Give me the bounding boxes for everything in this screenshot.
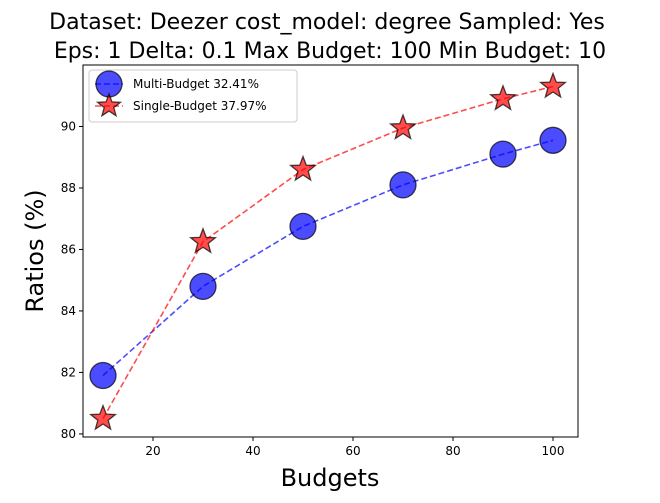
y-tick-label: 82 [61,365,76,379]
data-point-multi-budget [489,140,517,168]
series-line-single-budget [102,85,554,419]
legend: Multi-Budget 32.41% Single-Budget 37.97% [88,69,298,123]
data-point-single-budget [188,226,218,254]
x-axis-label: Budgets [281,464,380,492]
legend-label-single-budget: Single-Budget 37.97% [133,99,267,113]
data-point-multi-budget [539,126,567,154]
data-point-multi-budget [289,212,317,241]
y-tick-label: 88 [61,181,76,195]
y-axis-ticks: 80 82 84 86 88 90 [61,119,83,441]
data-point-multi-budget [189,272,217,301]
y-tick-label: 86 [61,242,76,256]
data-point-single-budget [288,154,318,182]
y-axis-label: Ratios (%) [21,189,49,312]
data-point-single-budget [388,113,418,141]
x-axis-ticks: 20 40 60 80 100 [145,437,564,458]
x-tick-label: 20 [145,444,160,458]
chart-title-line-2: Eps: 1 Delta: 0.1 Max Budget: 100 Min Bu… [54,39,606,64]
data-point-multi-budget [389,171,417,199]
x-tick-label: 100 [542,444,565,458]
chart-title-line-1: Dataset: Deezer cost_model: degree Sampl… [49,10,605,35]
plot-frame [82,64,579,438]
x-tick-label: 80 [445,444,460,458]
data-point-multi-budget [89,361,117,390]
x-tick-label: 60 [345,444,360,458]
series-layer [88,71,568,431]
x-tick-label: 40 [245,444,260,458]
legend-marker-single-budget [95,92,123,118]
data-point-single-budget [488,83,518,111]
data-point-single-budget [538,71,568,99]
y-tick-label: 90 [61,119,76,133]
y-tick-label: 84 [61,304,76,318]
legend-box [88,69,298,123]
legend-label-multi-budget: Multi-Budget 32.41% [133,77,259,91]
plot-area [83,65,578,437]
data-point-single-budget [88,403,118,431]
y-tick-label: 80 [61,427,76,441]
